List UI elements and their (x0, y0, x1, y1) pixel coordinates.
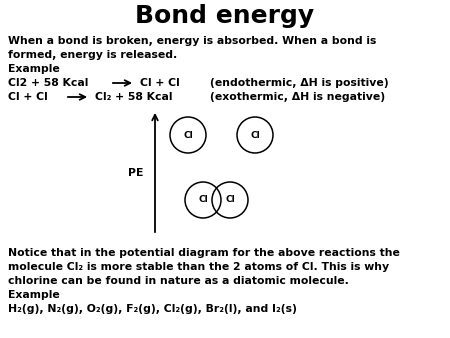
Text: Example: Example (8, 290, 60, 300)
Text: Cl2 + 58 Kcal: Cl2 + 58 Kcal (8, 78, 88, 88)
Text: Cl₂ + 58 Kcal: Cl₂ + 58 Kcal (95, 92, 172, 102)
Text: Notice that in the potential diagram for the above reactions the: Notice that in the potential diagram for… (8, 248, 400, 258)
Text: molecule Cl₂ is more stable than the 2 atoms of Cl. This is why: molecule Cl₂ is more stable than the 2 a… (8, 262, 389, 272)
Text: Cl: Cl (183, 130, 193, 140)
Text: (exothermic, ΔH is negative): (exothermic, ΔH is negative) (210, 92, 385, 102)
Text: Cl + Cl: Cl + Cl (8, 92, 48, 102)
Text: (endothermic, ΔH is positive): (endothermic, ΔH is positive) (210, 78, 389, 88)
Text: PE: PE (128, 168, 143, 177)
Text: Bond energy: Bond energy (135, 4, 315, 28)
Text: When a bond is broken, energy is absorbed. When a bond is: When a bond is broken, energy is absorbe… (8, 36, 376, 46)
Text: chlorine can be found in nature as a diatomic molecule.: chlorine can be found in nature as a dia… (8, 276, 349, 286)
Text: Cl: Cl (225, 195, 235, 204)
Text: H₂(g), N₂(g), O₂(g), F₂(g), Cl₂(g), Br₂(l), and I₂(s): H₂(g), N₂(g), O₂(g), F₂(g), Cl₂(g), Br₂(… (8, 304, 297, 314)
Text: Cl + Cl: Cl + Cl (140, 78, 180, 88)
Text: Cl: Cl (198, 195, 208, 204)
Text: Example: Example (8, 64, 60, 74)
Text: Cl: Cl (250, 130, 260, 140)
Text: formed, energy is released.: formed, energy is released. (8, 50, 177, 60)
